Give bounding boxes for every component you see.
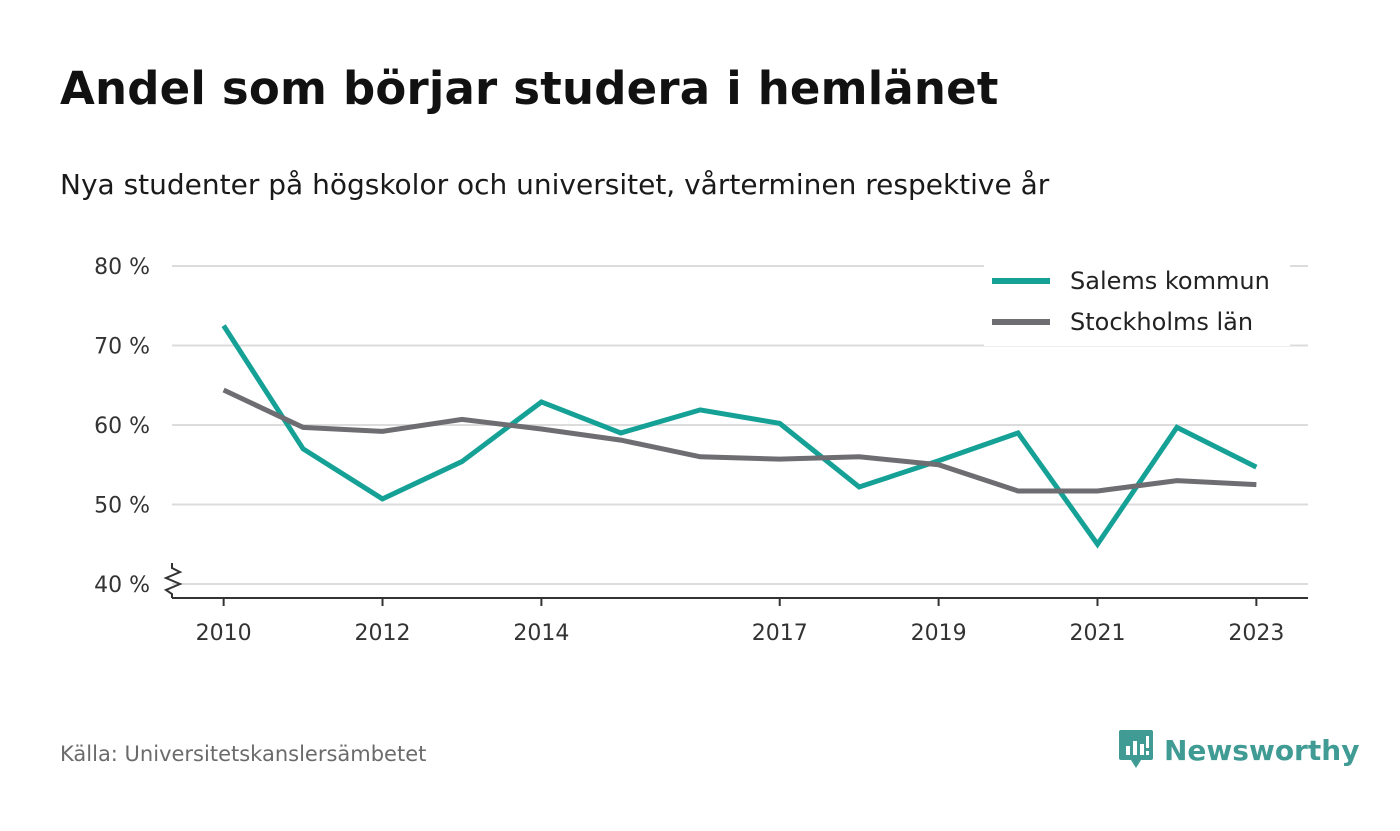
x-tick-label: 2023 [1228, 621, 1284, 646]
x-tick-label: 2019 [911, 621, 967, 646]
legend-box [984, 263, 1290, 346]
x-tick-label: 2012 [355, 621, 411, 646]
chart-subtitle: Nya studenter på högskolor och universit… [60, 168, 1050, 201]
source-note: Källa: Universitetskanslersämbetet [60, 742, 427, 766]
x-tick-label: 2021 [1069, 621, 1125, 646]
y-tick-label: 60 % [94, 414, 150, 439]
series-line-0 [221, 324, 1258, 549]
series-line-1 [222, 387, 1257, 494]
legend-label: Salems kommun [1070, 267, 1270, 295]
newsworthy-logo-icon [1119, 730, 1153, 768]
x-tick-label: 2017 [752, 621, 808, 646]
line-chart: 40 % 50 % 60 % 70 % 80 % 2010 2012 2014 2017 2019… [94, 255, 1308, 646]
axis-break-icon [163, 563, 183, 598]
chart-title: Andel som börjar studera i hemlänet [60, 62, 999, 115]
brand-name: Newsworthy [1164, 733, 1360, 767]
y-tick-label: 50 % [94, 494, 150, 519]
legend: Salems kommun Stockholms län [984, 263, 1290, 346]
brand: Newsworthy [1118, 728, 1359, 772]
x-tick-label: 2014 [513, 621, 569, 646]
series-lines [221, 324, 1258, 549]
y-tick-label: 70 % [94, 335, 150, 360]
legend-label: Stockholms län [1070, 308, 1253, 336]
axes: 40 % 50 % 60 % 70 % 80 % 2010 2012 2014 2017 2019… [94, 255, 1308, 646]
y-tick-label: 80 % [94, 255, 150, 280]
x-tick-label: 2010 [196, 621, 252, 646]
y-tick-label: 40 % [94, 573, 150, 598]
